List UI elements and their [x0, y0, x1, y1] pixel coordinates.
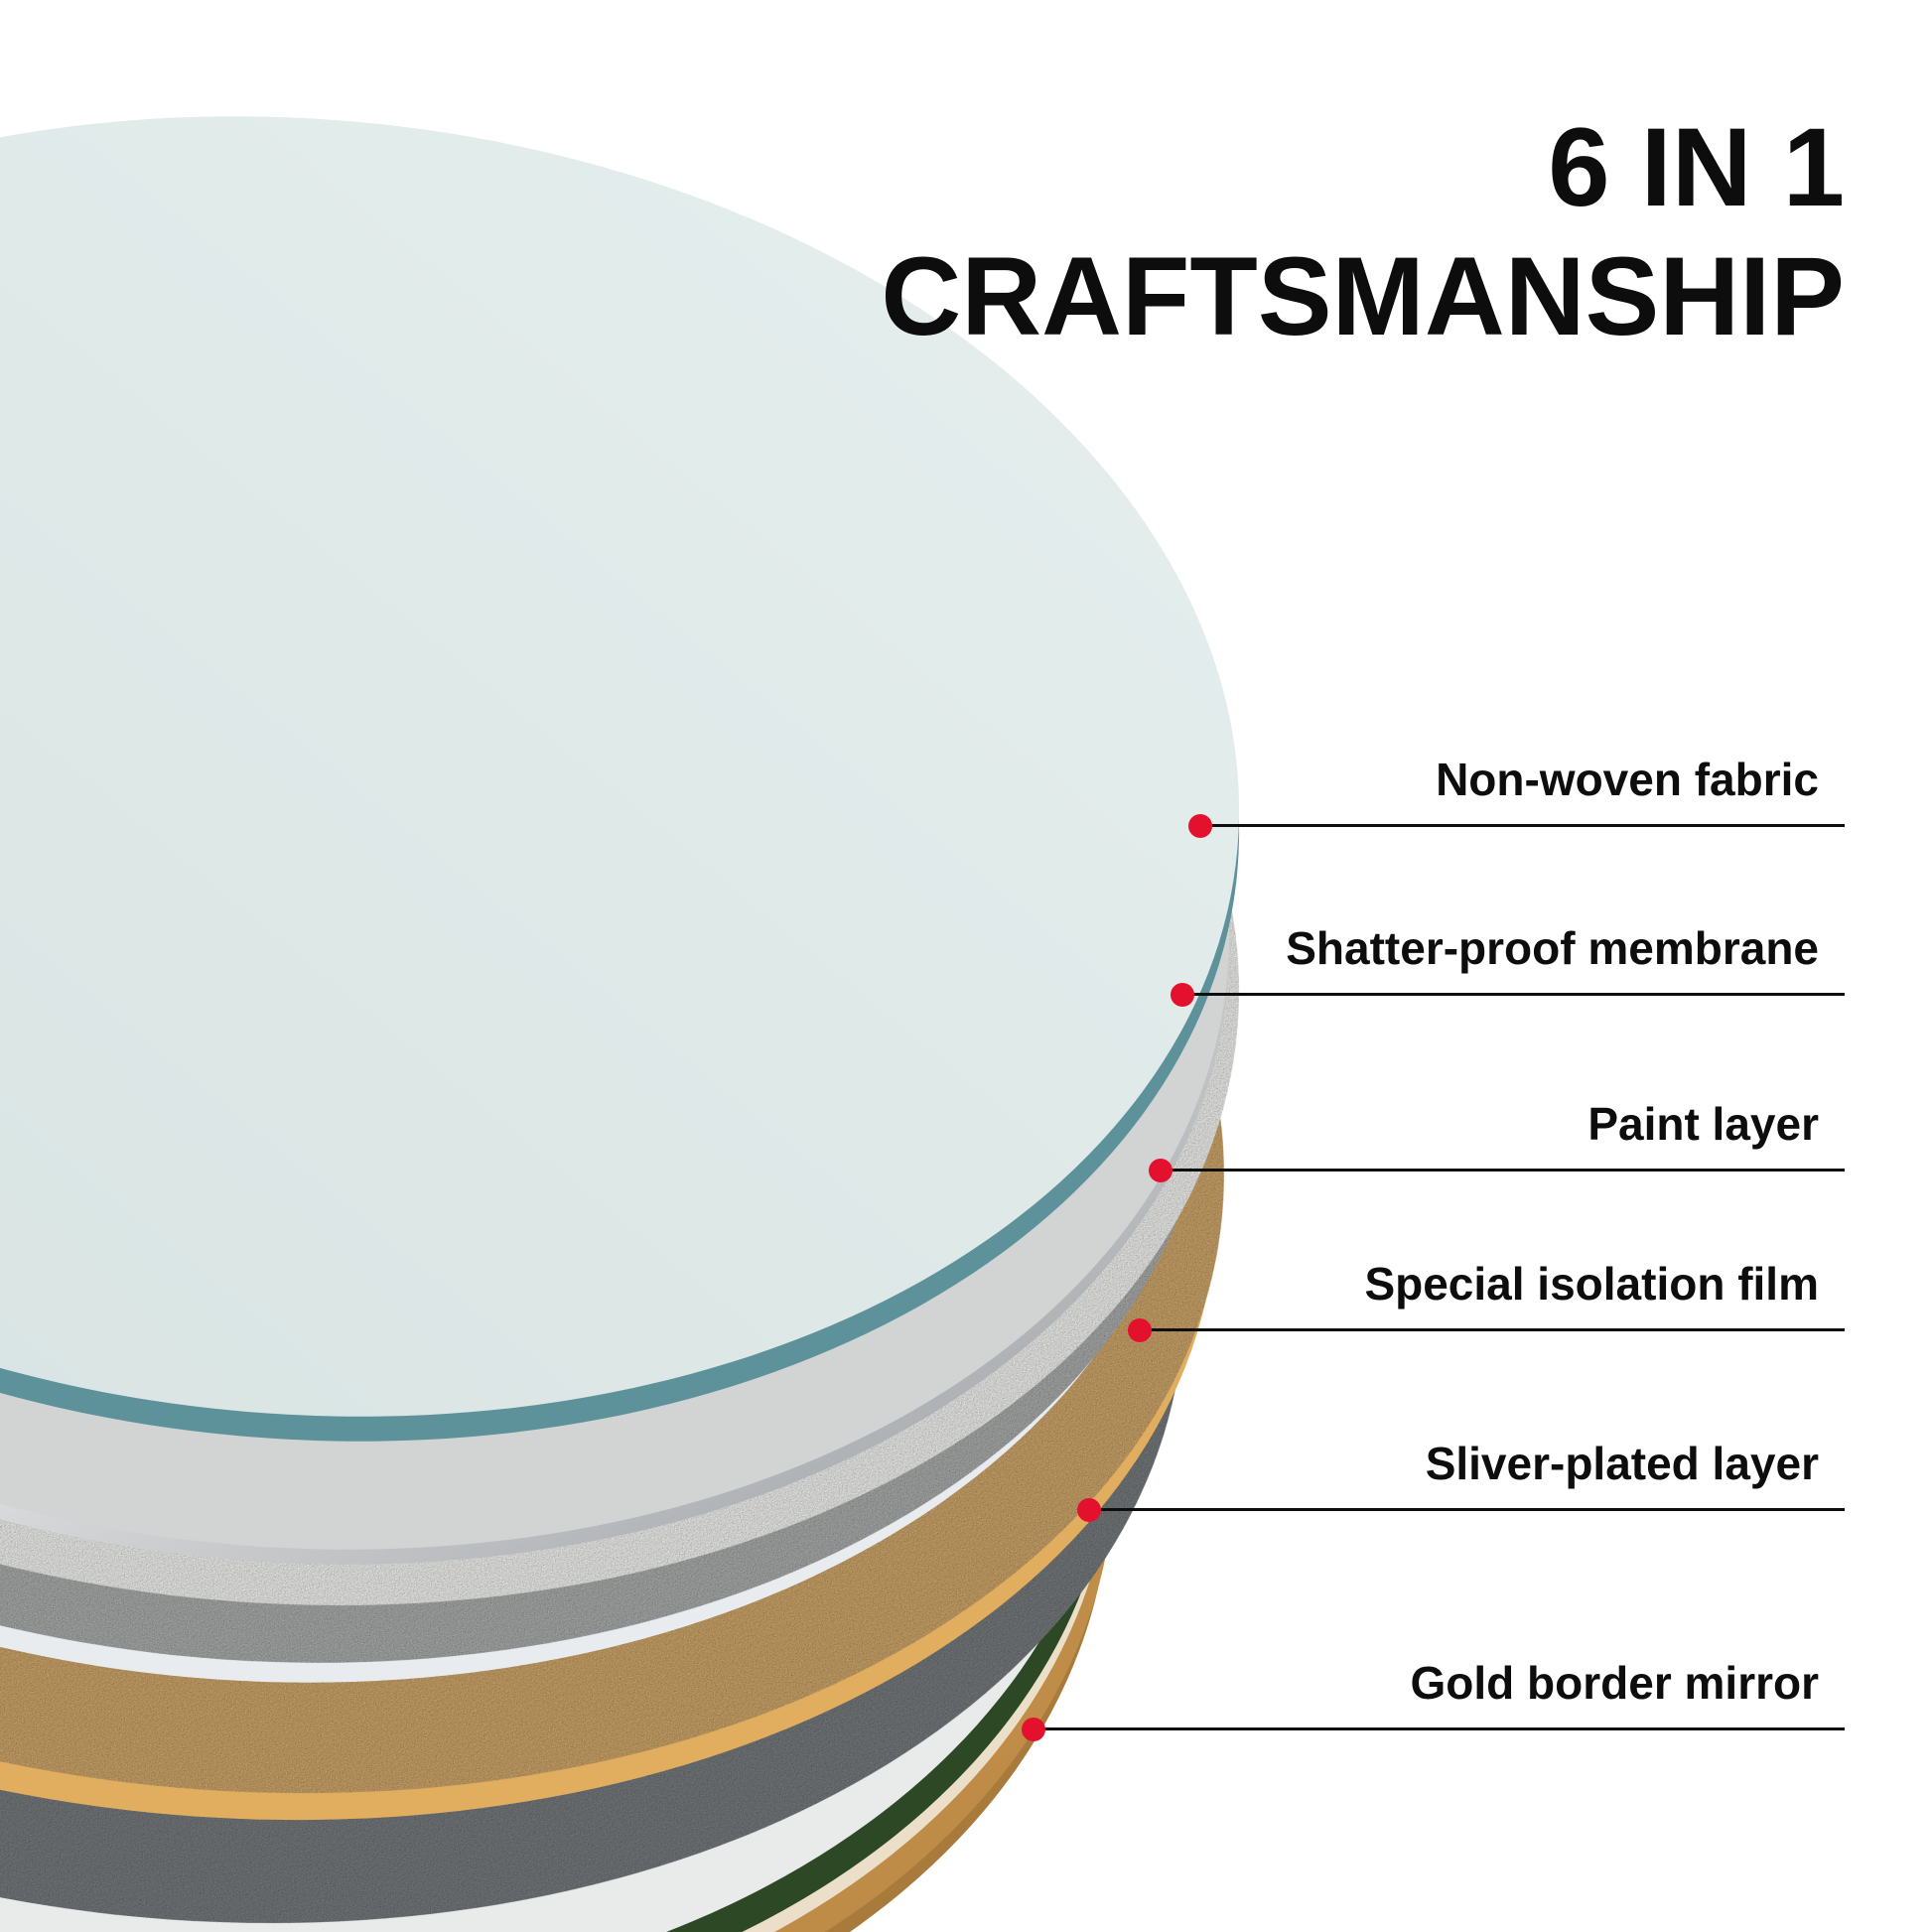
callout-line [1089, 1508, 1845, 1511]
callout-dot [1188, 814, 1212, 838]
title-line-1: 6 IN 1 [1548, 105, 1845, 229]
glass-top-face [0, 116, 1240, 1417]
callout-dot [1077, 1498, 1101, 1522]
callout-label: Non-woven fabric [1436, 754, 1819, 805]
title-line-2: CRAFTSMANSHIP [881, 233, 1845, 358]
callout-label: Sliver-plated layer [1425, 1438, 1819, 1489]
callout-label: Shatter-proof membrane [1286, 922, 1819, 974]
callout-dot [1171, 983, 1194, 1007]
callout-line [1182, 993, 1845, 996]
callout-line [1161, 1169, 1845, 1172]
callout-label: Paint layer [1587, 1098, 1819, 1150]
callout-label: Special isolation film [1364, 1258, 1819, 1310]
callout-line [1140, 1328, 1845, 1331]
callout-dot [1149, 1159, 1173, 1182]
callout-line [1200, 824, 1845, 827]
callout-dot [1022, 1718, 1045, 1741]
callout-line [1034, 1727, 1845, 1730]
page-title: 6 IN 1 CRAFTSMANSHIP [881, 103, 1845, 361]
callout-dot [1128, 1318, 1152, 1342]
callout-label: Gold border mirror [1410, 1657, 1819, 1709]
